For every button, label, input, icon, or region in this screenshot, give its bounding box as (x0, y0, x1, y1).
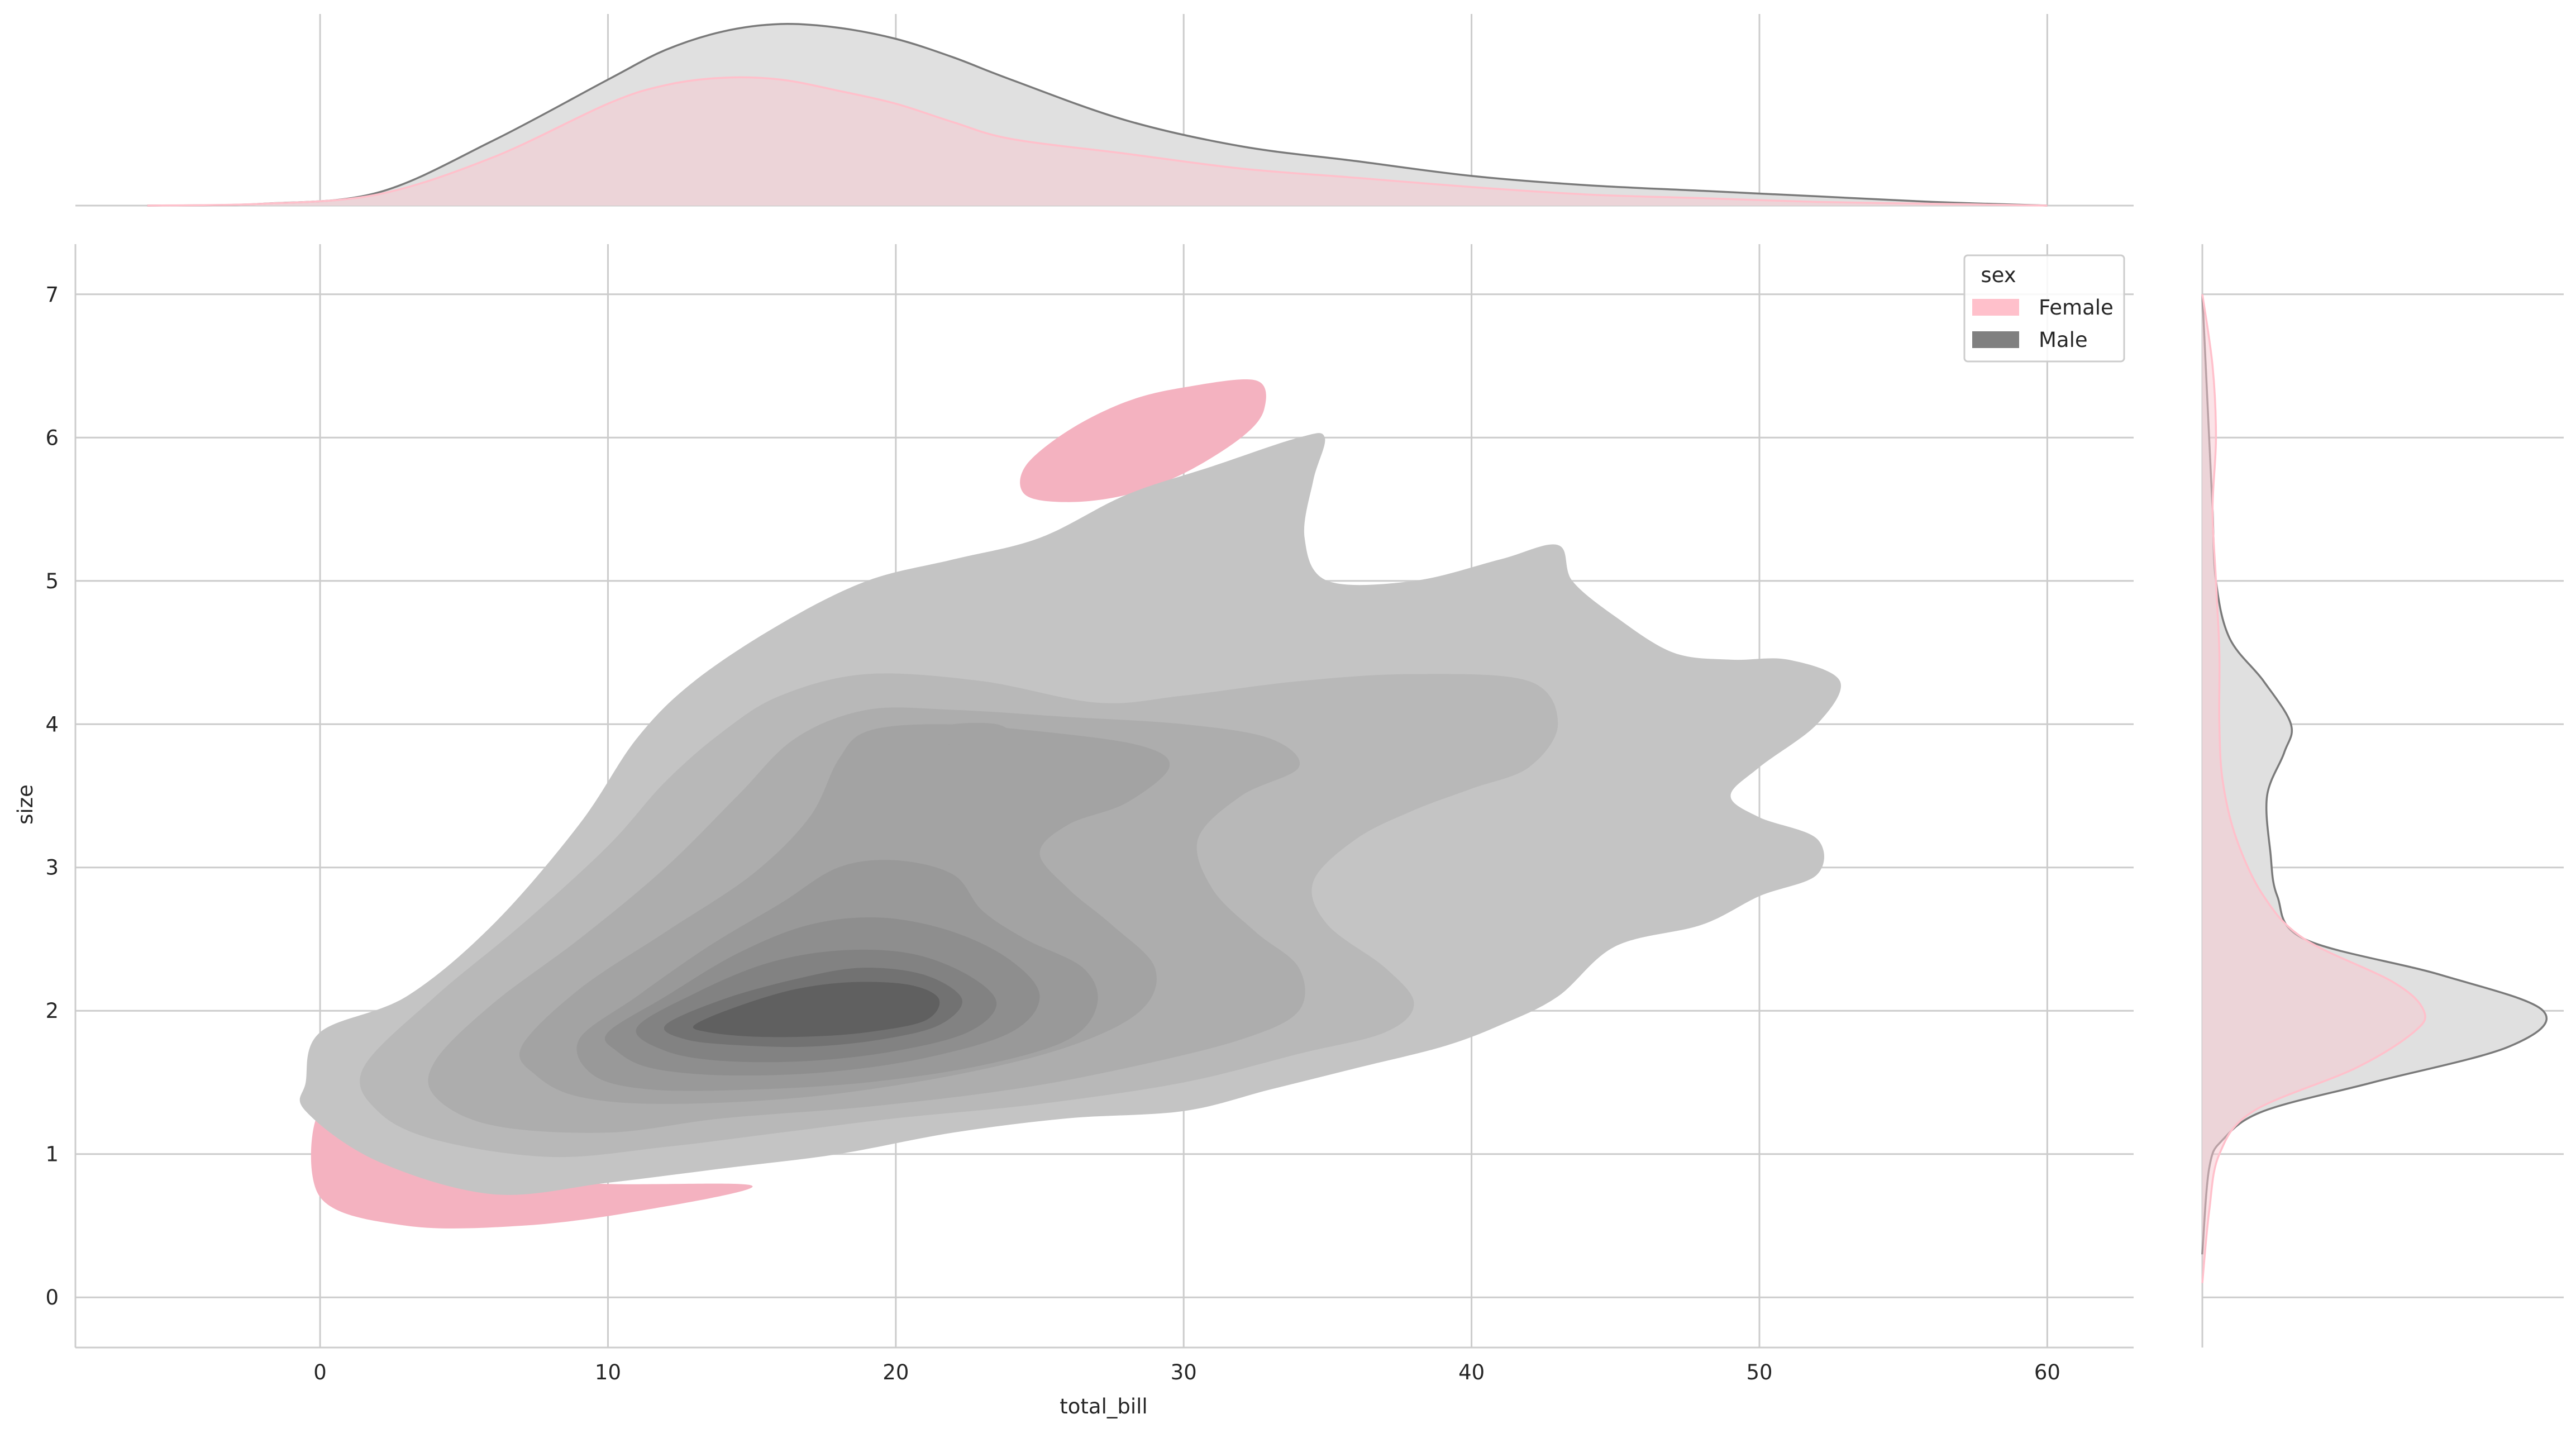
x-tick-label: 0 (313, 1360, 327, 1384)
joint-contour-plot (299, 379, 1841, 1229)
legend-label-male: Male (2039, 328, 2088, 352)
right-marginal-plot (2201, 294, 2548, 1283)
x-tick-label: 40 (1458, 1360, 1485, 1384)
y-axis-label: size (13, 784, 37, 825)
y-tick-label: 0 (45, 1286, 59, 1310)
female-marginal-y-area (2202, 294, 2426, 1283)
x-tick-label: 30 (1171, 1360, 1197, 1384)
male-contour-level (693, 982, 940, 1037)
y-tick-label: 2 (45, 999, 59, 1023)
y-tick-label: 3 (45, 856, 59, 880)
female-marginal-x-line (147, 76, 2048, 207)
x-tick-label: 60 (2034, 1360, 2060, 1384)
y-tick-label: 7 (45, 283, 59, 307)
female-marginal-x-area (147, 77, 2048, 206)
male-marginal-x-line (147, 23, 2048, 207)
female-marginal-y-line (2201, 294, 2426, 1283)
legend-title: sex (1981, 263, 2016, 287)
female-contour-region (1020, 379, 1266, 502)
x-tick-label: 50 (1746, 1360, 1772, 1384)
top-marginal-plot (147, 23, 2048, 207)
legend-swatch-female (1972, 299, 2019, 316)
legend: sex Female Male (1963, 254, 2125, 363)
x-tick-label: 10 (595, 1360, 621, 1384)
x-axis-label: total_bill (1060, 1394, 1147, 1418)
legend-swatch-male (1972, 331, 2019, 348)
joint-axes: 0 10 20 30 40 50 60 0 1 2 3 4 5 6 7 (45, 244, 2134, 1384)
y-tick-label: 6 (45, 426, 59, 450)
y-tick-label: 5 (45, 569, 59, 593)
legend-label-female: Female (2039, 296, 2114, 320)
male-contour-level (924, 722, 1012, 746)
x-tick-label: 20 (882, 1360, 909, 1384)
y-tick-label: 4 (45, 712, 59, 736)
female-contour-region (311, 1109, 753, 1229)
y-tick-label: 1 (45, 1142, 59, 1167)
